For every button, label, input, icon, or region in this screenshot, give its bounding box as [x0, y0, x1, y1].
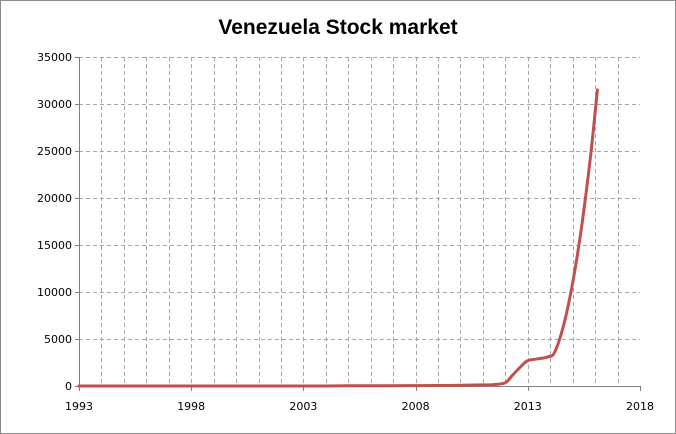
y-tick-label: 20000	[37, 192, 72, 205]
series-layer	[77, 88, 599, 388]
x-tick-label: 2013	[514, 400, 542, 413]
grid-lines	[79, 57, 640, 386]
y-tick-label: 25000	[37, 145, 72, 158]
y-tick-label: 35000	[37, 51, 72, 64]
y-tick-label: 0	[65, 380, 72, 393]
y-tick-label: 30000	[37, 98, 72, 111]
series-line-0	[77, 88, 599, 388]
y-tick-label: 15000	[37, 239, 72, 252]
x-tick-label: 2008	[402, 400, 430, 413]
y-axis-tick-labels: 0 5000 10000 15000 20000 25000 30000 35000	[37, 51, 72, 393]
x-tick-label: 1998	[177, 400, 205, 413]
y-tick-label: 10000	[37, 286, 72, 299]
x-tick-label: 2003	[289, 400, 317, 413]
axes	[75, 57, 641, 391]
y-tick-label: 5000	[44, 333, 72, 346]
x-tick-label: 1993	[65, 400, 93, 413]
x-tick-label: 2018	[626, 400, 654, 413]
x-axis-tick-labels: 1993 1998 2003 2008 2013 2018	[65, 400, 654, 413]
chart-title: Venezuela Stock market	[218, 16, 458, 39]
